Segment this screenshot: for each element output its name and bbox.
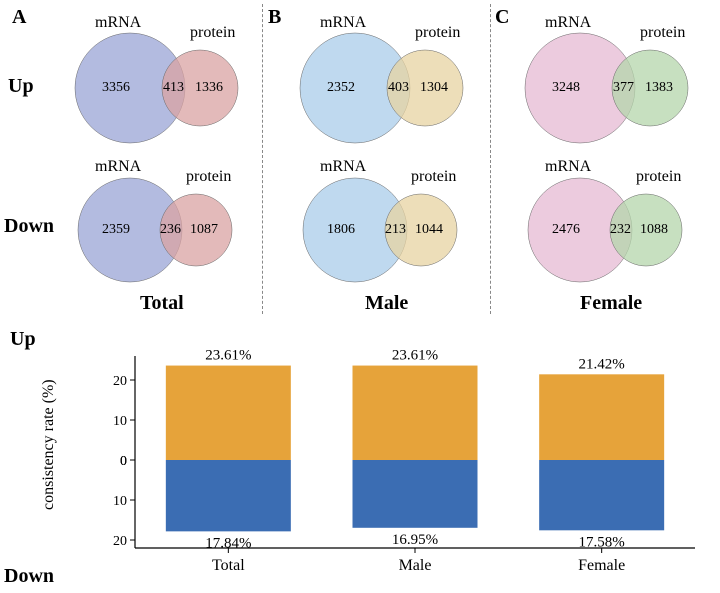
venn-value-female-up-overlap: 377: [613, 80, 634, 96]
svg-text:Total: Total: [212, 557, 245, 574]
venn-value-female-up-mrna: 3248: [552, 80, 580, 96]
venn-value-total-down-mrna: 2359: [102, 222, 130, 238]
col-label-female: Female: [580, 292, 642, 315]
venn-value-female-up-protein: 1383: [645, 80, 673, 96]
svg-text:0: 0: [120, 454, 127, 469]
col-label-total: Total: [140, 292, 184, 315]
venn-female-up: [520, 30, 700, 150]
venn-value-female-down-overlap: 232: [610, 222, 631, 238]
chart-up-label: Up: [10, 328, 36, 351]
svg-text:10: 10: [113, 414, 127, 429]
col-label-male: Male: [365, 292, 408, 315]
venn-value-female-down-mrna: 2476: [552, 222, 580, 238]
venn-male-up: [295, 30, 475, 150]
panel-letter-c: C: [495, 6, 509, 29]
venn-value-male-up-protein: 1304: [420, 80, 448, 96]
svg-text:16.95%: 16.95%: [392, 532, 438, 548]
venn-total-up: [70, 30, 250, 150]
svg-text:Male: Male: [399, 557, 432, 574]
venn-value-male-down-protein: 1044: [415, 222, 443, 238]
venn-value-total-down-overlap: 236: [160, 222, 181, 238]
svg-text:20: 20: [113, 534, 127, 549]
svg-text:23.61%: 23.61%: [392, 348, 438, 364]
venn-value-male-down-mrna: 1806: [327, 222, 355, 238]
divider-ab: [262, 4, 263, 314]
panel-letter-b: B: [268, 6, 281, 29]
panel-letter-a: A: [12, 6, 26, 29]
venn-value-male-up-mrna: 2352: [327, 80, 355, 96]
row-label-up: Up: [8, 75, 34, 98]
svg-text:20: 20: [113, 374, 127, 389]
bar-chart: 010200102023.61%17.84%Total23.61%16.95%M…: [70, 345, 710, 585]
venn-value-female-down-protein: 1088: [640, 222, 668, 238]
svg-text:10: 10: [113, 494, 127, 509]
venn-value-total-up-mrna: 3356: [102, 80, 130, 96]
bar-chart-svg: 010200102023.61%17.84%Total23.61%16.95%M…: [70, 345, 710, 575]
chart-down-label: Down: [4, 565, 54, 588]
divider-bc: [490, 4, 491, 314]
svg-text:23.61%: 23.61%: [205, 348, 251, 364]
venn-value-total-down-protein: 1087: [190, 222, 218, 238]
svg-text:Female: Female: [578, 557, 625, 574]
venn-value-total-up-protein: 1336: [195, 80, 223, 96]
y-axis-title: consistency rate (%): [40, 379, 58, 510]
venn-value-male-down-overlap: 213: [385, 222, 406, 238]
row-label-down: Down: [4, 215, 54, 238]
venn-value-male-up-overlap: 403: [388, 80, 409, 96]
venn-value-total-up-overlap: 413: [163, 80, 184, 96]
svg-text:21.42%: 21.42%: [579, 356, 625, 372]
